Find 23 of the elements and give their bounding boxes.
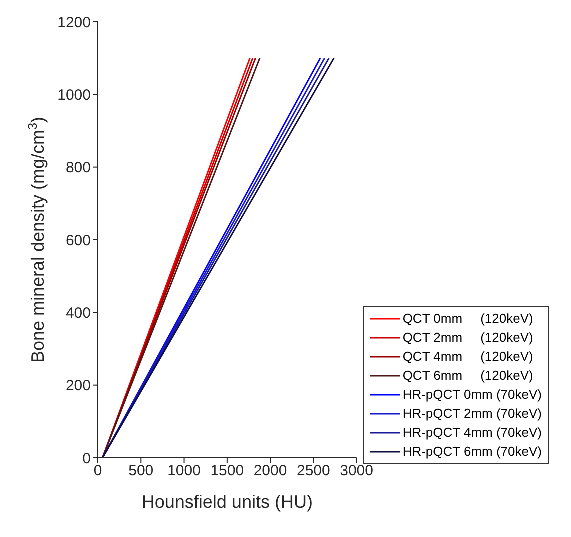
legend-label: HR-pQCT 6mm (70keV) bbox=[402, 443, 542, 461]
legend-label: QCT 4mm (120keV) bbox=[402, 348, 534, 366]
legend-label: QCT 6mm (120keV) bbox=[402, 367, 534, 385]
y-tick-label: 400 bbox=[66, 304, 91, 322]
legend-label: HR-pQCT 4mm (70keV) bbox=[402, 424, 542, 442]
x-tick-label: 500 bbox=[128, 462, 154, 480]
y-tick-label: 1000 bbox=[58, 86, 91, 104]
x-tick-label: 2000 bbox=[254, 462, 288, 480]
legend-label: HR-pQCT 2mm (70keV) bbox=[402, 405, 542, 423]
legend-label: HR-pQCT 0mm (70keV) bbox=[402, 386, 542, 404]
x-tick-label: 0 bbox=[94, 462, 102, 480]
x-axis-title: Hounsfield units (HU) bbox=[142, 492, 313, 512]
x-tick-label: 1500 bbox=[210, 462, 244, 480]
x-tick-label: 2500 bbox=[296, 462, 330, 480]
legend-label: QCT 2mm (120keV) bbox=[402, 329, 534, 347]
x-tick-label: 3000 bbox=[340, 462, 374, 480]
x-tick-label: 1000 bbox=[168, 462, 201, 480]
y-tick-label: 200 bbox=[66, 378, 91, 395]
y-tick-label: 600 bbox=[66, 232, 91, 250]
y-tick-label: 0 bbox=[82, 450, 91, 468]
y-tick-label: 1200 bbox=[58, 14, 91, 32]
legend-label: QCT 0mm (120keV) bbox=[402, 310, 534, 328]
y-tick-label: 800 bbox=[66, 160, 91, 177]
